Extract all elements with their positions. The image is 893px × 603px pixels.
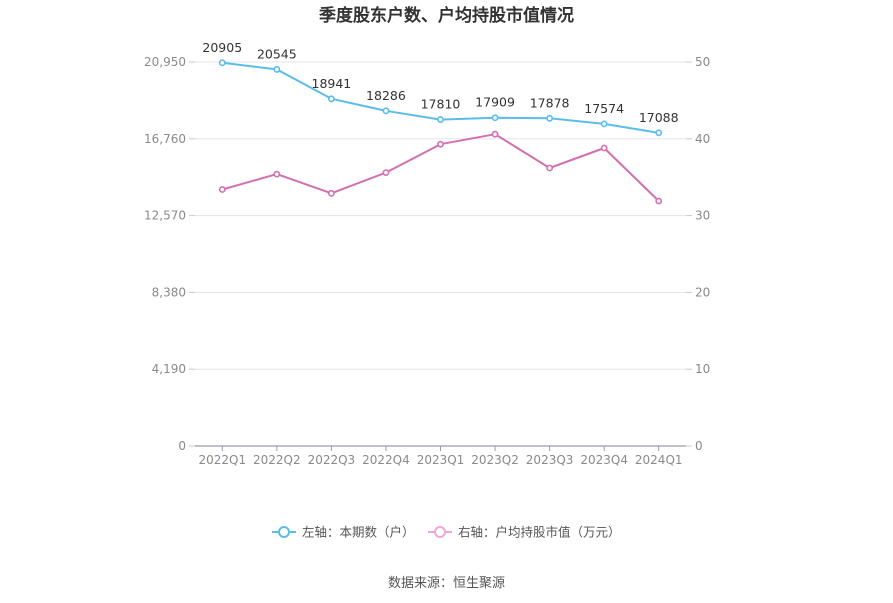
data-point[interactable] xyxy=(437,140,444,148)
x-tick-label: 2023Q2 xyxy=(471,453,519,467)
data-point[interactable] xyxy=(382,169,390,176)
x-axis: 2022Q1 2022Q2 2022Q3 2022Q4 2023Q1 2023Q2 2023… xyxy=(195,445,686,467)
left-tick-label: 16,760 xyxy=(144,132,186,146)
right-tick-label: 40 xyxy=(695,132,710,146)
data-point[interactable] xyxy=(218,186,226,193)
right-tick-label: 30 xyxy=(695,209,710,223)
series-lines: 20905 20545 18941 18286 17810 17909 17878 17574… xyxy=(202,40,679,205)
chart-title: 季度股东户数、户均持股市值情况 xyxy=(319,5,574,26)
data-point[interactable] xyxy=(655,197,663,205)
data-point[interactable] xyxy=(218,59,226,67)
right-tick-label: 0 xyxy=(695,439,703,453)
right-tick-label: 10 xyxy=(695,362,710,376)
data-label: 17909 xyxy=(475,95,515,110)
x-tick-label: 2023Q1 xyxy=(417,453,465,467)
x-tick-label: 2023Q4 xyxy=(580,453,628,467)
data-label: 20905 xyxy=(202,40,242,55)
data-point[interactable] xyxy=(600,120,608,128)
x-tick-label: 2022Q2 xyxy=(253,453,301,467)
x-tick-label: 2022Q1 xyxy=(198,453,246,467)
legend: 左轴：本期数（户） 右轴：户均持股市值（万元） xyxy=(272,525,621,540)
x-tick-label: 2022Q4 xyxy=(362,453,410,467)
right-axis: 0 10 20 30 40 50 xyxy=(686,55,710,453)
data-point[interactable] xyxy=(437,116,444,123)
right-tick-label: 20 xyxy=(695,285,710,299)
data-label: 17810 xyxy=(421,97,461,112)
left-tick-label: 20,950 xyxy=(144,55,186,69)
legend-marker[interactable] xyxy=(434,526,446,538)
data-label: 17574 xyxy=(584,101,624,116)
data-point[interactable] xyxy=(600,144,608,152)
data-label: 18941 xyxy=(312,76,352,91)
legend-label[interactable]: 左轴：本期数（户） xyxy=(302,525,415,540)
data-label: 17878 xyxy=(530,95,570,110)
data-point[interactable] xyxy=(491,130,499,138)
left-tick-label: 8,380 xyxy=(152,285,186,299)
data-point[interactable] xyxy=(655,129,663,137)
left-tick-label: 0 xyxy=(178,439,186,453)
left-tick-label: 4,190 xyxy=(152,362,186,376)
source-note: 数据来源：恒生聚源 xyxy=(388,576,505,591)
right-tick-label: 50 xyxy=(695,55,710,69)
data-point[interactable] xyxy=(273,66,281,73)
legend-marker[interactable] xyxy=(278,526,290,538)
data-point[interactable] xyxy=(273,170,281,178)
left-tick-label: 12,570 xyxy=(144,209,186,223)
data-label: 17088 xyxy=(639,110,679,125)
data-point[interactable] xyxy=(382,107,390,115)
left-axis: 0 4,190 8,380 12,570 16,760 20,950 xyxy=(144,55,195,453)
grid-lines xyxy=(195,61,686,370)
data-point[interactable] xyxy=(327,95,335,103)
legend-label[interactable]: 右轴：户均持股市值（万元） xyxy=(458,525,621,540)
x-tick-label: 2024Q1 xyxy=(635,453,683,467)
x-tick-label: 2023Q3 xyxy=(526,453,574,467)
data-point[interactable] xyxy=(546,114,554,122)
x-tick-label: 2022Q3 xyxy=(308,453,356,467)
data-point[interactable] xyxy=(491,114,499,122)
data-point[interactable] xyxy=(546,164,554,172)
data-label: 20545 xyxy=(257,46,297,61)
data-point[interactable] xyxy=(327,189,335,197)
data-label: 18286 xyxy=(366,88,406,103)
